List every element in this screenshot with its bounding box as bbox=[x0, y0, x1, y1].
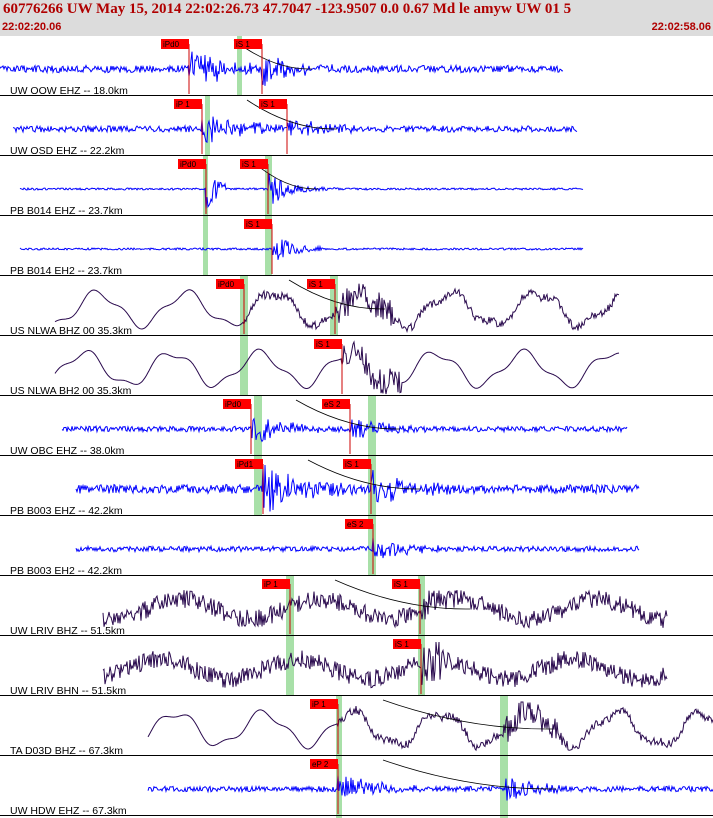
waveform-trace bbox=[147, 701, 713, 752]
trace-station-label: UW OBC EHZ -- 38.0km bbox=[10, 445, 125, 457]
pick-label-box[interactable] bbox=[259, 99, 287, 109]
pick-window-band bbox=[330, 276, 338, 336]
pick-label: eS 2 bbox=[347, 520, 364, 529]
pick-label: iPd0 bbox=[218, 280, 235, 289]
pick-label-box[interactable] bbox=[322, 399, 350, 409]
coda-decay-curve bbox=[295, 399, 401, 430]
pick-label-box[interactable] bbox=[262, 579, 290, 589]
pick-label: iS 1 bbox=[236, 40, 250, 49]
trace-station-label: UW OSD EHZ -- 22.2km bbox=[10, 145, 125, 157]
trace-station-label: PB B003 EH2 -- 42.2km bbox=[10, 565, 122, 577]
pick-label: iP 1 bbox=[176, 100, 190, 109]
pick-label: iS 1 bbox=[242, 160, 256, 169]
waveform-trace bbox=[75, 537, 640, 559]
pick-label: iS 1 bbox=[261, 100, 275, 109]
coda-decay-curve bbox=[246, 99, 338, 130]
waveform-trace bbox=[102, 589, 668, 629]
pick-label-box[interactable] bbox=[223, 399, 251, 409]
trace-station-label: PB B003 EHZ -- 42.2km bbox=[10, 505, 123, 517]
waveform-trace bbox=[19, 239, 584, 260]
pick-label: iPd1 bbox=[237, 460, 254, 469]
pick-label-box[interactable] bbox=[244, 219, 272, 229]
event-title: 60776266 UW May 15, 2014 22:02:26.73 47.… bbox=[3, 1, 572, 17]
trace-station-label: UW LRIV BHZ -- 51.5km bbox=[10, 625, 125, 637]
pick-label-box[interactable] bbox=[307, 279, 335, 289]
coda-decay-curve bbox=[382, 699, 554, 730]
pick-window-band bbox=[237, 36, 242, 96]
pick-label: iS 1 bbox=[309, 280, 323, 289]
pick-label-box[interactable] bbox=[216, 279, 244, 289]
pick-label-box[interactable] bbox=[174, 99, 202, 109]
pick-label: iS 1 bbox=[394, 580, 408, 589]
pick-window-band bbox=[368, 396, 376, 576]
pick-label-box[interactable] bbox=[343, 459, 371, 469]
waveform-trace bbox=[54, 283, 620, 333]
pick-label: iS 1 bbox=[395, 640, 409, 649]
pick-label-box[interactable] bbox=[161, 39, 189, 49]
coda-decay-curve bbox=[288, 279, 386, 310]
pick-label-box[interactable] bbox=[393, 639, 421, 649]
trace-station-label: TA D03D BHZ -- 67.3km bbox=[10, 745, 123, 757]
pick-label-box[interactable] bbox=[310, 699, 338, 709]
coda-decay-curve bbox=[382, 759, 557, 790]
pick-label: iP 1 bbox=[312, 700, 326, 709]
waveform-trace bbox=[19, 173, 584, 210]
waveform-trace bbox=[102, 641, 668, 689]
pick-label: iS 1 bbox=[316, 340, 330, 349]
pick-label-box[interactable] bbox=[234, 39, 262, 49]
coda-decay-curve bbox=[334, 579, 471, 610]
waveform-trace bbox=[147, 775, 713, 801]
pick-label: iS 1 bbox=[246, 220, 260, 229]
seismogram-panel: iPd0 iS 1 UW OOW EHZ -- 18.0km iP 1 iS 1 UW O… bbox=[0, 36, 713, 818]
waveform-trace bbox=[12, 116, 578, 143]
pick-window-band bbox=[500, 696, 508, 818]
pick-label-box[interactable] bbox=[235, 459, 263, 469]
trace-station-label: US NLWA BHZ 00 35.3km bbox=[10, 325, 132, 337]
trace-station-label: UW LRIV BHN -- 51.5km bbox=[10, 685, 126, 697]
pick-window-band bbox=[336, 696, 342, 818]
pick-label: eS 2 bbox=[324, 400, 341, 409]
waveform-trace bbox=[54, 340, 620, 395]
header-bar: 60776266 UW May 15, 2014 22:02:26.73 47.… bbox=[0, 0, 713, 36]
waveform-trace bbox=[0, 51, 564, 86]
pick-label-box[interactable] bbox=[240, 159, 268, 169]
pick-label-box[interactable] bbox=[345, 519, 373, 529]
end-time: 22:02:58.06 bbox=[651, 21, 711, 33]
pick-label: iP 1 bbox=[264, 580, 278, 589]
trace-station-label: US NLWA BH2 00 35.3km bbox=[10, 385, 132, 397]
trace-station-label: UW HDW EHZ -- 67.3km bbox=[10, 805, 127, 817]
pick-label: iPd0 bbox=[163, 40, 180, 49]
waveform-trace bbox=[61, 417, 628, 443]
trace-station-label: UW OOW EHZ -- 18.0km bbox=[10, 85, 128, 97]
pick-label: iS 1 bbox=[345, 460, 359, 469]
pick-label-box[interactable] bbox=[310, 759, 338, 769]
coda-decay-curve bbox=[307, 459, 422, 490]
trace-station-label: PB B014 EHZ -- 23.7km bbox=[10, 205, 123, 217]
pick-label-box[interactable] bbox=[178, 159, 206, 169]
start-time: 22:02:20.06 bbox=[2, 21, 62, 33]
pick-label-box[interactable] bbox=[314, 339, 342, 349]
pick-label: iPd0 bbox=[180, 160, 197, 169]
pick-label: eP 2 bbox=[312, 760, 329, 769]
pick-label: iPd0 bbox=[225, 400, 242, 409]
waveform-trace bbox=[75, 464, 640, 512]
trace-station-label: PB B014 EH2 -- 23.7km bbox=[10, 265, 122, 277]
pick-label-box[interactable] bbox=[392, 579, 420, 589]
